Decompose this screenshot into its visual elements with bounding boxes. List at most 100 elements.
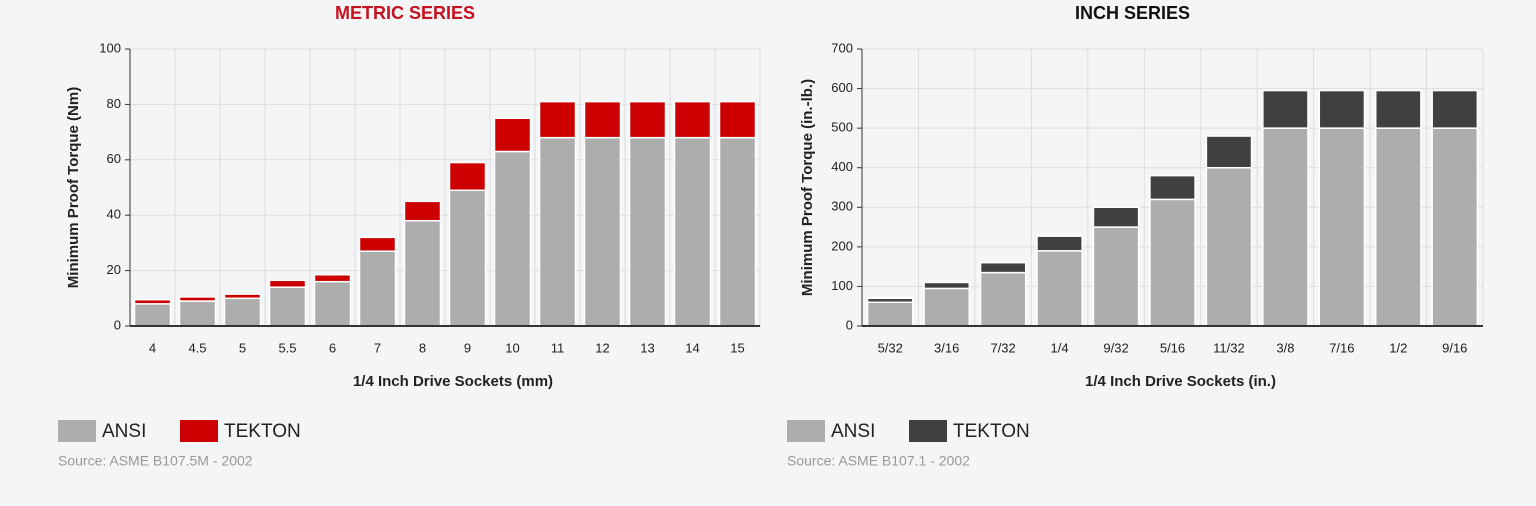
y-tick-label: 20: [107, 262, 121, 277]
bar-segment: [223, 293, 262, 300]
chart-title: INCH SERIES: [1075, 3, 1190, 23]
bar-segment: [493, 117, 532, 153]
x-tick-label: 5.5: [278, 340, 296, 355]
x-tick-label: 3/16: [934, 340, 959, 355]
y-tick-label: 300: [831, 199, 853, 214]
bar-segment: [358, 250, 397, 327]
x-tick-label: 13: [640, 340, 654, 355]
source-note: Source: ASME B107.1 - 2002: [787, 453, 970, 469]
bar-segment: [1262, 127, 1309, 327]
source-note: Source: ASME B107.5M - 2002: [58, 453, 253, 469]
y-tick-label: 500: [831, 120, 853, 135]
bar-segment: [493, 150, 532, 327]
legend-swatch: [787, 420, 825, 442]
y-axis-title: Minimum Proof Torque (Nm): [65, 87, 82, 288]
legend-swatch: [180, 420, 218, 442]
bar-segment: [1431, 89, 1479, 129]
bar-segment: [1092, 206, 1140, 228]
bar-segment: [923, 287, 971, 327]
bar-segment: [1205, 135, 1253, 169]
x-tick-label: 6: [329, 340, 336, 355]
x-tick-label: 11/32: [1213, 340, 1245, 355]
bar-segment: [403, 219, 442, 327]
bar-segment: [178, 300, 217, 327]
bar-segment: [718, 100, 757, 139]
bar-segment: [1092, 226, 1140, 327]
bar-segment: [628, 100, 667, 139]
y-tick-label: 600: [831, 80, 853, 95]
bar-segment: [628, 136, 667, 327]
y-axis-title: Minimum Proof Torque (in.-lb.): [799, 79, 816, 296]
bar-segment: [358, 236, 397, 252]
bar-segment: [178, 296, 217, 302]
bar-segment: [1374, 89, 1422, 129]
x-tick-label: 9/16: [1442, 340, 1467, 355]
y-tick-label: 60: [107, 151, 121, 166]
bar-segment: [223, 297, 262, 327]
y-tick-label: 700: [831, 40, 853, 55]
bar-segment: [673, 100, 712, 139]
bar-segment: [979, 261, 1027, 274]
legend-swatch: [909, 420, 947, 442]
bar-segment: [1205, 166, 1253, 327]
bar-segment: [1149, 198, 1196, 327]
bar-segment: [583, 136, 622, 327]
bar-segment: [133, 303, 172, 327]
legend-label: TEKTON: [224, 421, 301, 442]
bar-segment: [866, 301, 914, 327]
x-axis-title: 1/4 Inch Drive Sockets (mm): [353, 373, 553, 390]
y-tick-label: 0: [114, 317, 121, 332]
bar-segment: [313, 280, 352, 327]
x-tick-label: 9: [464, 340, 471, 355]
bar-segment: [313, 274, 352, 283]
x-axis-title: 1/4 Inch Drive Sockets (in.): [1085, 373, 1276, 390]
x-tick-label: 5: [239, 340, 246, 355]
y-tick-label: 400: [831, 159, 853, 174]
x-tick-label: 7: [374, 340, 381, 355]
bar-segment: [583, 100, 622, 139]
x-tick-label: 5/16: [1160, 340, 1185, 355]
x-tick-label: 15: [730, 340, 744, 355]
y-tick-label: 80: [107, 96, 121, 111]
bar-segment: [866, 297, 914, 304]
bar-segment: [1036, 235, 1083, 252]
legend-label: TEKTON: [953, 421, 1030, 442]
legend-label: ANSI: [102, 421, 146, 442]
x-tick-label: 7/32: [990, 340, 1015, 355]
x-tick-label: 10: [505, 340, 519, 355]
x-tick-label: 3/8: [1276, 340, 1294, 355]
x-tick-label: 1/4: [1051, 340, 1069, 355]
y-tick-label: 100: [99, 40, 121, 55]
x-tick-label: 4: [149, 340, 156, 355]
bar-segment: [673, 136, 712, 327]
bar-segment: [1149, 174, 1196, 201]
y-tick-label: 200: [831, 238, 853, 253]
x-tick-label: 11: [551, 340, 565, 355]
bar-segment: [448, 189, 487, 327]
bar-segment: [718, 136, 757, 327]
x-tick-label: 4.5: [188, 340, 206, 355]
legend-swatch: [58, 420, 96, 442]
bar-segment: [1374, 127, 1422, 327]
bar-segment: [1318, 89, 1366, 129]
bar-segment: [1036, 250, 1083, 327]
bar-segment: [133, 298, 172, 305]
bar-segment: [1318, 127, 1366, 327]
x-tick-label: 12: [595, 340, 609, 355]
bar-segment: [538, 136, 577, 327]
bar-segment: [923, 281, 971, 290]
bar-segment: [1262, 89, 1309, 129]
chart-title: METRIC SERIES: [335, 3, 475, 23]
y-tick-label: 40: [107, 207, 121, 222]
bar-segment: [268, 279, 307, 288]
bar-segment: [1431, 127, 1479, 327]
bar-segment: [268, 286, 307, 327]
x-tick-label: 1/2: [1389, 340, 1407, 355]
bar-segment: [979, 271, 1027, 327]
bar-segment: [403, 200, 442, 222]
y-tick-label: 0: [846, 317, 853, 332]
x-tick-label: 7/16: [1329, 340, 1354, 355]
y-tick-label: 100: [831, 278, 853, 293]
bar-segment: [538, 100, 577, 139]
